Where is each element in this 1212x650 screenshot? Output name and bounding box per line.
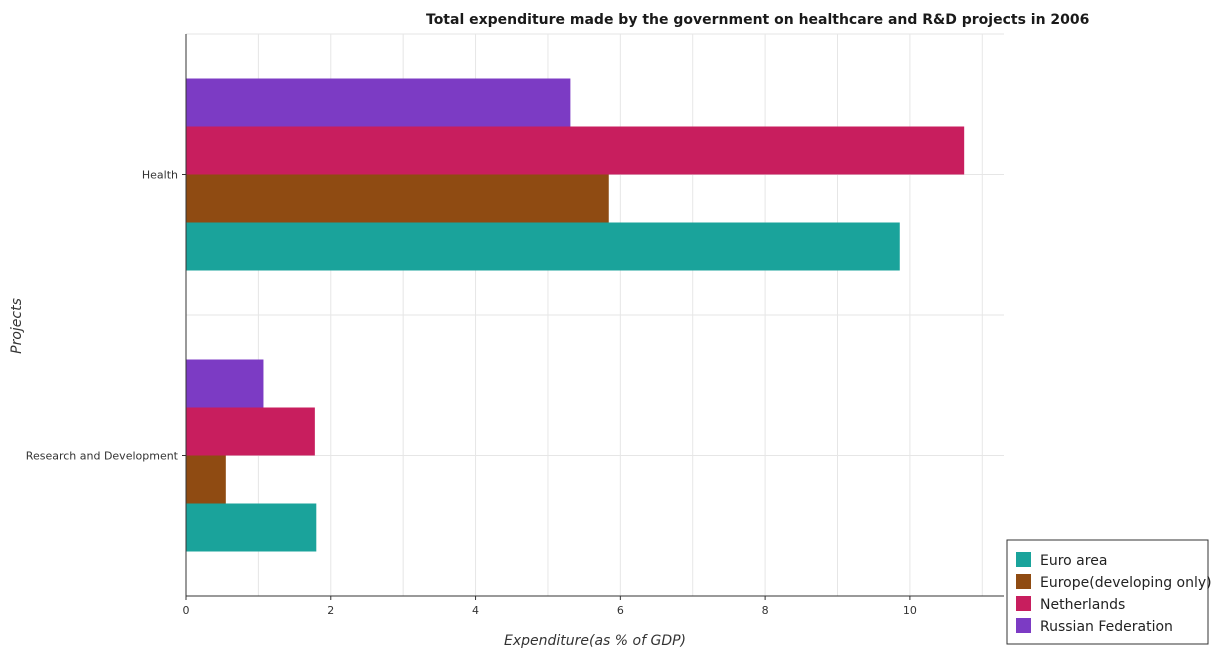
bar-europe-developing-only-0 [186, 174, 609, 223]
x-tick-label: 0 [183, 604, 190, 617]
legend: Euro area Europe(developing only) Netherla… [1006, 539, 1212, 645]
y-tick-label: Health [142, 169, 178, 182]
bar-netherlands-1 [186, 407, 315, 456]
bar-russian-federation-1 [186, 359, 264, 408]
bars [186, 78, 965, 552]
y-axis-label: Projects [9, 298, 25, 354]
bar-netherlands-0 [186, 126, 965, 175]
axes: Health Research and Development 0 2 4 6 8 10 [26, 34, 1004, 617]
legend-swatch [1016, 618, 1031, 633]
x-tick-label: 6 [617, 604, 624, 617]
legend-box [1006, 539, 1209, 645]
legend-label: Russian Federation [1040, 619, 1173, 635]
bar-russian-federation-0 [186, 78, 571, 127]
legend-swatch [1016, 574, 1031, 589]
y-tick-label: Research and Development [26, 450, 179, 463]
bar-europe-developing-only-1 [186, 455, 226, 504]
bar-euro-area-0 [186, 222, 900, 271]
legend-label: Netherlands [1040, 597, 1125, 613]
x-tick-label: 4 [472, 604, 479, 617]
x-tick-label: 2 [327, 604, 334, 617]
legend-swatch [1016, 596, 1031, 611]
x-tick-label: 8 [762, 604, 769, 617]
chart-title: Total expenditure made by the government… [426, 12, 1089, 28]
x-axis-label: Expenditure(as % of GDP) [504, 633, 686, 649]
legend-label: Europe(developing only) [1040, 575, 1212, 591]
legend-label: Euro area [1040, 553, 1107, 569]
legend-swatch [1016, 552, 1031, 567]
x-tick-label: 10 [903, 604, 917, 617]
bar-euro-area-1 [186, 503, 317, 552]
